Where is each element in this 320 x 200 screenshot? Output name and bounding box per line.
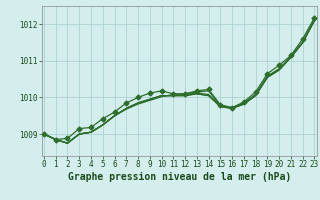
X-axis label: Graphe pression niveau de la mer (hPa): Graphe pression niveau de la mer (hPa) [68,172,291,182]
